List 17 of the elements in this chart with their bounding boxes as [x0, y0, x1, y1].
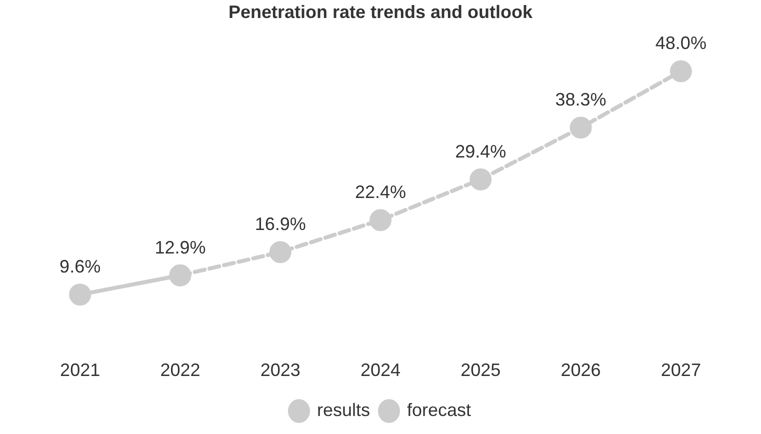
data-label: 9.6% — [60, 256, 101, 277]
data-label: 48.0% — [655, 33, 706, 54]
x-tick-label: 2027 — [660, 360, 701, 380]
data-label: 16.9% — [254, 214, 306, 234]
x-tick-label: 2021 — [60, 360, 100, 380]
data-label: 22.4% — [354, 182, 406, 202]
data-label: 38.3% — [555, 90, 606, 110]
data-label: 12.9% — [154, 237, 206, 258]
x-tick-label: 2023 — [260, 360, 300, 380]
legend-label: forecast — [406, 400, 472, 420]
chart-title: Penetration rate trends and outlook — [228, 2, 534, 22]
data-label: 29.4% — [455, 141, 506, 162]
x-tick-label: 2024 — [360, 360, 401, 380]
x-tick-label: 2022 — [160, 360, 200, 380]
legend-label: results — [316, 400, 370, 420]
x-tick-label: 2026 — [560, 360, 601, 380]
x-tick-label: 2025 — [460, 360, 501, 380]
